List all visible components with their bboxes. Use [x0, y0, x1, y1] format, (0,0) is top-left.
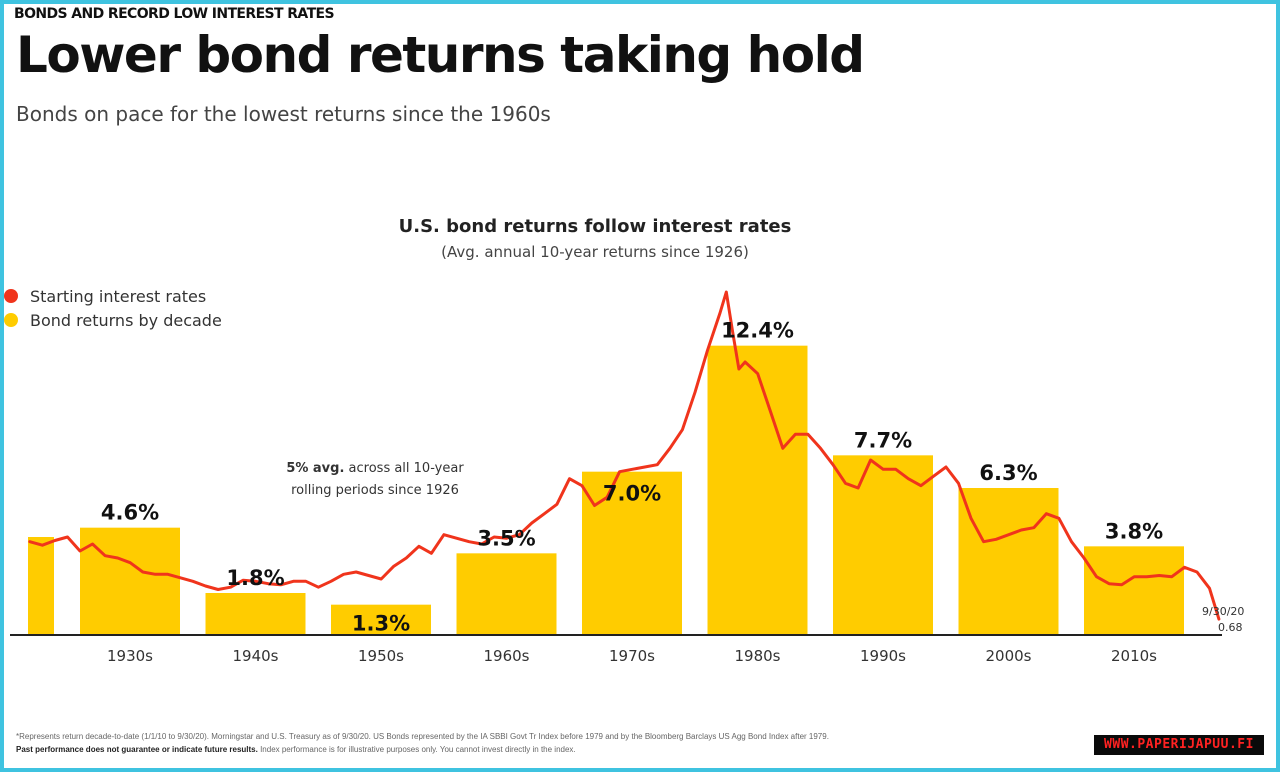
- watermark: WWW.PAPERIJAPUU.FI: [1094, 735, 1264, 755]
- x-tick-1960s: 1960s: [484, 647, 530, 665]
- chart-title: U.S. bond returns follow interest rates: [399, 216, 792, 237]
- bar-1920s-partial: [28, 537, 54, 635]
- bar-2000s: [958, 488, 1059, 635]
- bar-1930s: [80, 527, 180, 635]
- interest-rate-line-layer: [28, 290, 1221, 621]
- page-title: Lower bond returns taking hold: [16, 26, 865, 84]
- x-tick-1970s: 1970s: [609, 647, 655, 665]
- annotation-rest: across all 10-year: [344, 461, 464, 476]
- bar-label-1930s: 4.6%: [101, 501, 159, 525]
- bar-1940s: [205, 593, 306, 635]
- x-tick-1940s: 1940s: [233, 647, 279, 665]
- bar-label-1990s: 7.7%: [854, 428, 912, 452]
- bar-1960s: [456, 553, 557, 635]
- legend-swatch-bond-returns: [4, 313, 18, 327]
- bar-label-1960s: 3.5%: [477, 526, 535, 550]
- bar-1970s: [582, 471, 682, 635]
- kicker-label: BONDS AND RECORD LOW INTEREST RATES: [14, 6, 335, 22]
- footnote-line-2-rest: Index performance is for illustrative pu…: [257, 745, 576, 754]
- interest-rate-line: [28, 290, 1221, 621]
- annotation-line-2: rolling periods since 1926: [291, 483, 459, 498]
- bar-1980s: [707, 345, 808, 635]
- footnote-line-1: *Represents return decade-to-date (1/1/1…: [16, 732, 829, 741]
- x-tick-2010s: 2010s: [1111, 647, 1157, 665]
- x-tick-2000s: 2000s: [986, 647, 1032, 665]
- footnote-line-2: Past performance does not guarantee or i…: [16, 743, 1086, 756]
- bar-1950s: [331, 604, 431, 635]
- x-tick-1930s: 1930s: [107, 647, 153, 665]
- x-tick-labels-layer: 1930s 1940s 1950s 1960s 1970s 1980s 1990s 2000s…: [107, 647, 1157, 665]
- footnote: *Represents return decade-to-date (1/1/1…: [16, 730, 1086, 756]
- x-tick-1990s: 1990s: [860, 647, 906, 665]
- x-tick-1980s: 1980s: [735, 647, 781, 665]
- bar-labels-layer: 4.6% 1.8% 1.3% 3.5% 7.0% 12.4% 7.7% 6.3% 3.8%: [101, 319, 1163, 636]
- legend-label-bond-returns: Bond returns by decade: [30, 311, 222, 330]
- footnote-disclaimer: Past performance does not guarantee or i…: [16, 745, 258, 754]
- bar-label-1940s: 1.8%: [226, 566, 284, 590]
- bars-layer: [28, 345, 1184, 635]
- bar-label-1950s: 1.3%: [352, 612, 410, 636]
- bar-label-2010s: 3.8%: [1105, 519, 1163, 543]
- legend-label-interest-rates: Starting interest rates: [30, 287, 206, 306]
- bar-label-2000s: 6.3%: [979, 461, 1037, 485]
- bar-label-1970s: 7.0%: [603, 482, 661, 506]
- end-date-label: 9/30/20: [1202, 605, 1244, 618]
- page-subtitle: Bonds on pace for the lowest returns sin…: [16, 102, 551, 126]
- annotation-bold: 5% avg.: [286, 461, 344, 476]
- annotation-line-1: 5% avg. across all 10-year: [286, 461, 464, 476]
- legend-swatch-interest-rates: [4, 289, 18, 303]
- end-value-label: 0.68: [1218, 621, 1243, 634]
- bar-2010s: [1084, 546, 1184, 635]
- x-tick-1950s: 1950s: [358, 647, 404, 665]
- chart-subtitle: (Avg. annual 10-year returns since 1926): [441, 243, 749, 261]
- bar-label-1980s: 12.4%: [721, 319, 794, 343]
- bar-1990s: [833, 455, 933, 635]
- chart-legend: Starting interest rates Bond returns by …: [4, 287, 222, 330]
- average-annotation: 5% avg. across all 10-year rolling perio…: [286, 461, 464, 498]
